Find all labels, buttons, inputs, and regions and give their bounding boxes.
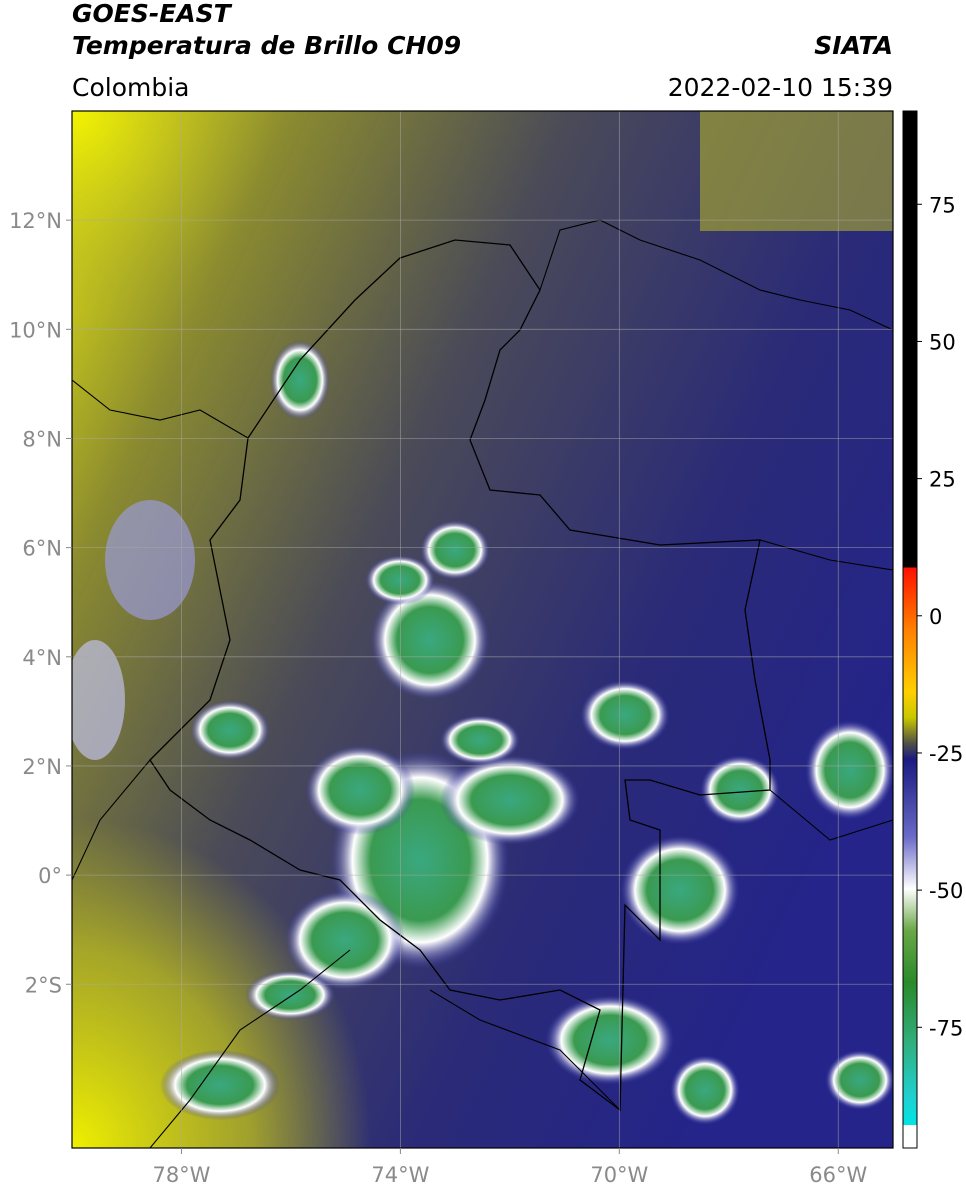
warm-area [700, 111, 893, 231]
cloud [545, 995, 675, 1085]
y-tick-label: 0° [38, 864, 62, 888]
x-tick-label: 66°W [809, 1163, 867, 1187]
country-border [149, 239, 771, 1112]
cloud [700, 755, 780, 825]
datetime: 2022-02-10 15:39 [668, 73, 893, 102]
y-tick-label: 8°N [22, 427, 62, 451]
cloud [160, 1050, 280, 1120]
colorbar-tick-label: -75 [929, 1016, 963, 1040]
y-tick-label: 10°N [9, 318, 62, 342]
cloud [305, 745, 415, 835]
satellite-image [72, 111, 893, 1148]
y-tick-label: 6°N [22, 537, 62, 561]
y-tick-label: 4°N [22, 646, 62, 670]
cloud [440, 715, 520, 765]
cloud [825, 1050, 893, 1110]
gridlines [72, 111, 893, 1148]
colorbar-tick-label: 0 [929, 605, 942, 629]
colorbar-tick-label: 25 [929, 468, 956, 492]
cloud [190, 700, 270, 760]
x-tick-label: 78°W [152, 1163, 210, 1187]
cloud [105, 500, 195, 620]
source: SIATA [814, 31, 893, 60]
colorbar-tick-label: -50 [929, 879, 963, 903]
cloud [270, 340, 330, 420]
warm-area [72, 111, 472, 511]
cloud [245, 970, 335, 1020]
x-tick-label: 70°W [590, 1163, 648, 1187]
cloud [620, 835, 740, 945]
x-tick-label: 74°W [371, 1163, 429, 1187]
y-tick-label: 2°N [22, 755, 62, 779]
colorbar-tick-label: -25 [929, 742, 963, 766]
cloud [72, 640, 125, 760]
region: Colombia [72, 73, 189, 102]
y-tick-label: 2°S [25, 973, 62, 997]
cloud [805, 720, 893, 820]
cloud [440, 755, 580, 845]
cloud [420, 520, 490, 580]
satellite: GOES-EAST [72, 0, 233, 28]
product: Temperatura de Brillo CH09 [72, 31, 461, 60]
y-tick-label: 12°N [9, 209, 62, 233]
borders [72, 219, 893, 1148]
colorbar-tick-label: 50 [929, 330, 956, 354]
colorbar-tick-label: 75 [929, 193, 956, 217]
cloud [670, 1055, 740, 1125]
cloud [580, 680, 670, 750]
colorbar [902, 110, 918, 1149]
map-frame [71, 110, 894, 1149]
